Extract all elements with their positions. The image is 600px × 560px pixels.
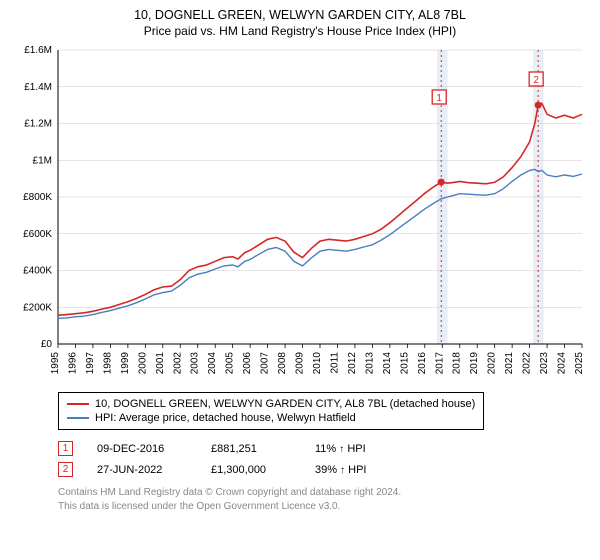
footnote: Contains HM Land Registry data © Crown c…: [58, 486, 580, 513]
svg-text:2002: 2002: [172, 352, 183, 375]
svg-text:1997: 1997: [85, 352, 96, 375]
svg-text:2000: 2000: [137, 352, 148, 375]
svg-text:£200K: £200K: [23, 302, 52, 313]
svg-text:2005: 2005: [225, 352, 236, 375]
svg-text:1999: 1999: [120, 352, 131, 375]
legend-item: 10, DOGNELL GREEN, WELWYN GARDEN CITY, A…: [67, 397, 475, 411]
svg-text:2003: 2003: [190, 352, 201, 375]
svg-text:2018: 2018: [452, 352, 463, 375]
title-block: 10, DOGNELL GREEN, WELWYN GARDEN CITY, A…: [10, 8, 590, 38]
svg-text:2012: 2012: [347, 352, 358, 375]
svg-text:2017: 2017: [434, 352, 445, 375]
svg-text:1996: 1996: [67, 352, 78, 375]
svg-text:£1.4M: £1.4M: [24, 82, 52, 93]
sale-marker-icon: 1: [58, 441, 73, 456]
chart-title-main: 10, DOGNELL GREEN, WELWYN GARDEN CITY, A…: [10, 8, 590, 22]
legend-label: 10, DOGNELL GREEN, WELWYN GARDEN CITY, A…: [95, 398, 475, 410]
svg-text:2020: 2020: [487, 352, 498, 375]
svg-text:2021: 2021: [504, 352, 515, 375]
line-chart-svg: £0 £200K £400K £600K £800K £1M £1.2M £1.4M £1.6M…: [10, 44, 590, 384]
sale-hpi-delta: 11% ↑ HPI: [315, 443, 366, 455]
svg-text:2001: 2001: [155, 352, 166, 375]
svg-text:2007: 2007: [260, 352, 271, 375]
svg-text:2010: 2010: [312, 352, 323, 375]
sale-date: 09-DEC-2016: [97, 443, 187, 455]
sale-row: 1 09-DEC-2016 £881,251 11% ↑ HPI: [58, 438, 580, 459]
legend-swatch: [67, 417, 89, 419]
svg-text:£1M: £1M: [33, 155, 52, 166]
footnote-line: Contains HM Land Registry data © Crown c…: [58, 486, 580, 500]
svg-text:£1.2M: £1.2M: [24, 119, 52, 130]
svg-text:2: 2: [533, 75, 539, 86]
footnote-line: This data is licensed under the Open Gov…: [58, 500, 580, 514]
chart-container: 10, DOGNELL GREEN, WELWYN GARDEN CITY, A…: [0, 0, 600, 560]
svg-text:2023: 2023: [539, 352, 550, 375]
svg-text:£400K: £400K: [23, 266, 52, 277]
svg-text:£1.6M: £1.6M: [24, 45, 52, 56]
sale-price: £881,251: [211, 443, 291, 455]
sale-date: 27-JUN-2022: [97, 464, 187, 476]
svg-text:2019: 2019: [469, 352, 480, 375]
chart-plot-area: £0 £200K £400K £600K £800K £1M £1.2M £1.4M £1.6M…: [10, 44, 590, 384]
legend: 10, DOGNELL GREEN, WELWYN GARDEN CITY, A…: [58, 392, 484, 430]
chart-title-sub: Price paid vs. HM Land Registry's House …: [10, 24, 590, 38]
svg-text:2011: 2011: [329, 352, 340, 374]
svg-text:1995: 1995: [50, 352, 61, 375]
svg-text:2025: 2025: [574, 352, 585, 375]
svg-text:2006: 2006: [242, 352, 253, 375]
svg-text:2013: 2013: [364, 352, 375, 375]
sale-hpi-delta: 39% ↑ HPI: [315, 464, 367, 476]
legend-label: HPI: Average price, detached house, Welw…: [95, 412, 356, 424]
svg-text:2004: 2004: [207, 352, 218, 375]
svg-text:2015: 2015: [399, 352, 410, 375]
svg-text:2016: 2016: [417, 352, 428, 375]
svg-text:2024: 2024: [557, 352, 568, 375]
svg-text:2022: 2022: [522, 352, 533, 375]
svg-text:£0: £0: [41, 339, 53, 350]
svg-text:2009: 2009: [295, 352, 306, 375]
svg-text:£800K: £800K: [23, 192, 52, 203]
sale-marker-icon: 2: [58, 462, 73, 477]
svg-text:£600K: £600K: [23, 229, 52, 240]
svg-text:2014: 2014: [382, 352, 393, 375]
legend-item: HPI: Average price, detached house, Welw…: [67, 411, 475, 425]
svg-text:1: 1: [436, 93, 442, 104]
svg-text:1998: 1998: [102, 352, 113, 375]
sales-table: 1 09-DEC-2016 £881,251 11% ↑ HPI 2 27-JU…: [58, 438, 580, 480]
svg-text:2008: 2008: [277, 352, 288, 375]
legend-swatch: [67, 403, 89, 405]
sale-row: 2 27-JUN-2022 £1,300,000 39% ↑ HPI: [58, 459, 580, 480]
sale-price: £1,300,000: [211, 464, 291, 476]
